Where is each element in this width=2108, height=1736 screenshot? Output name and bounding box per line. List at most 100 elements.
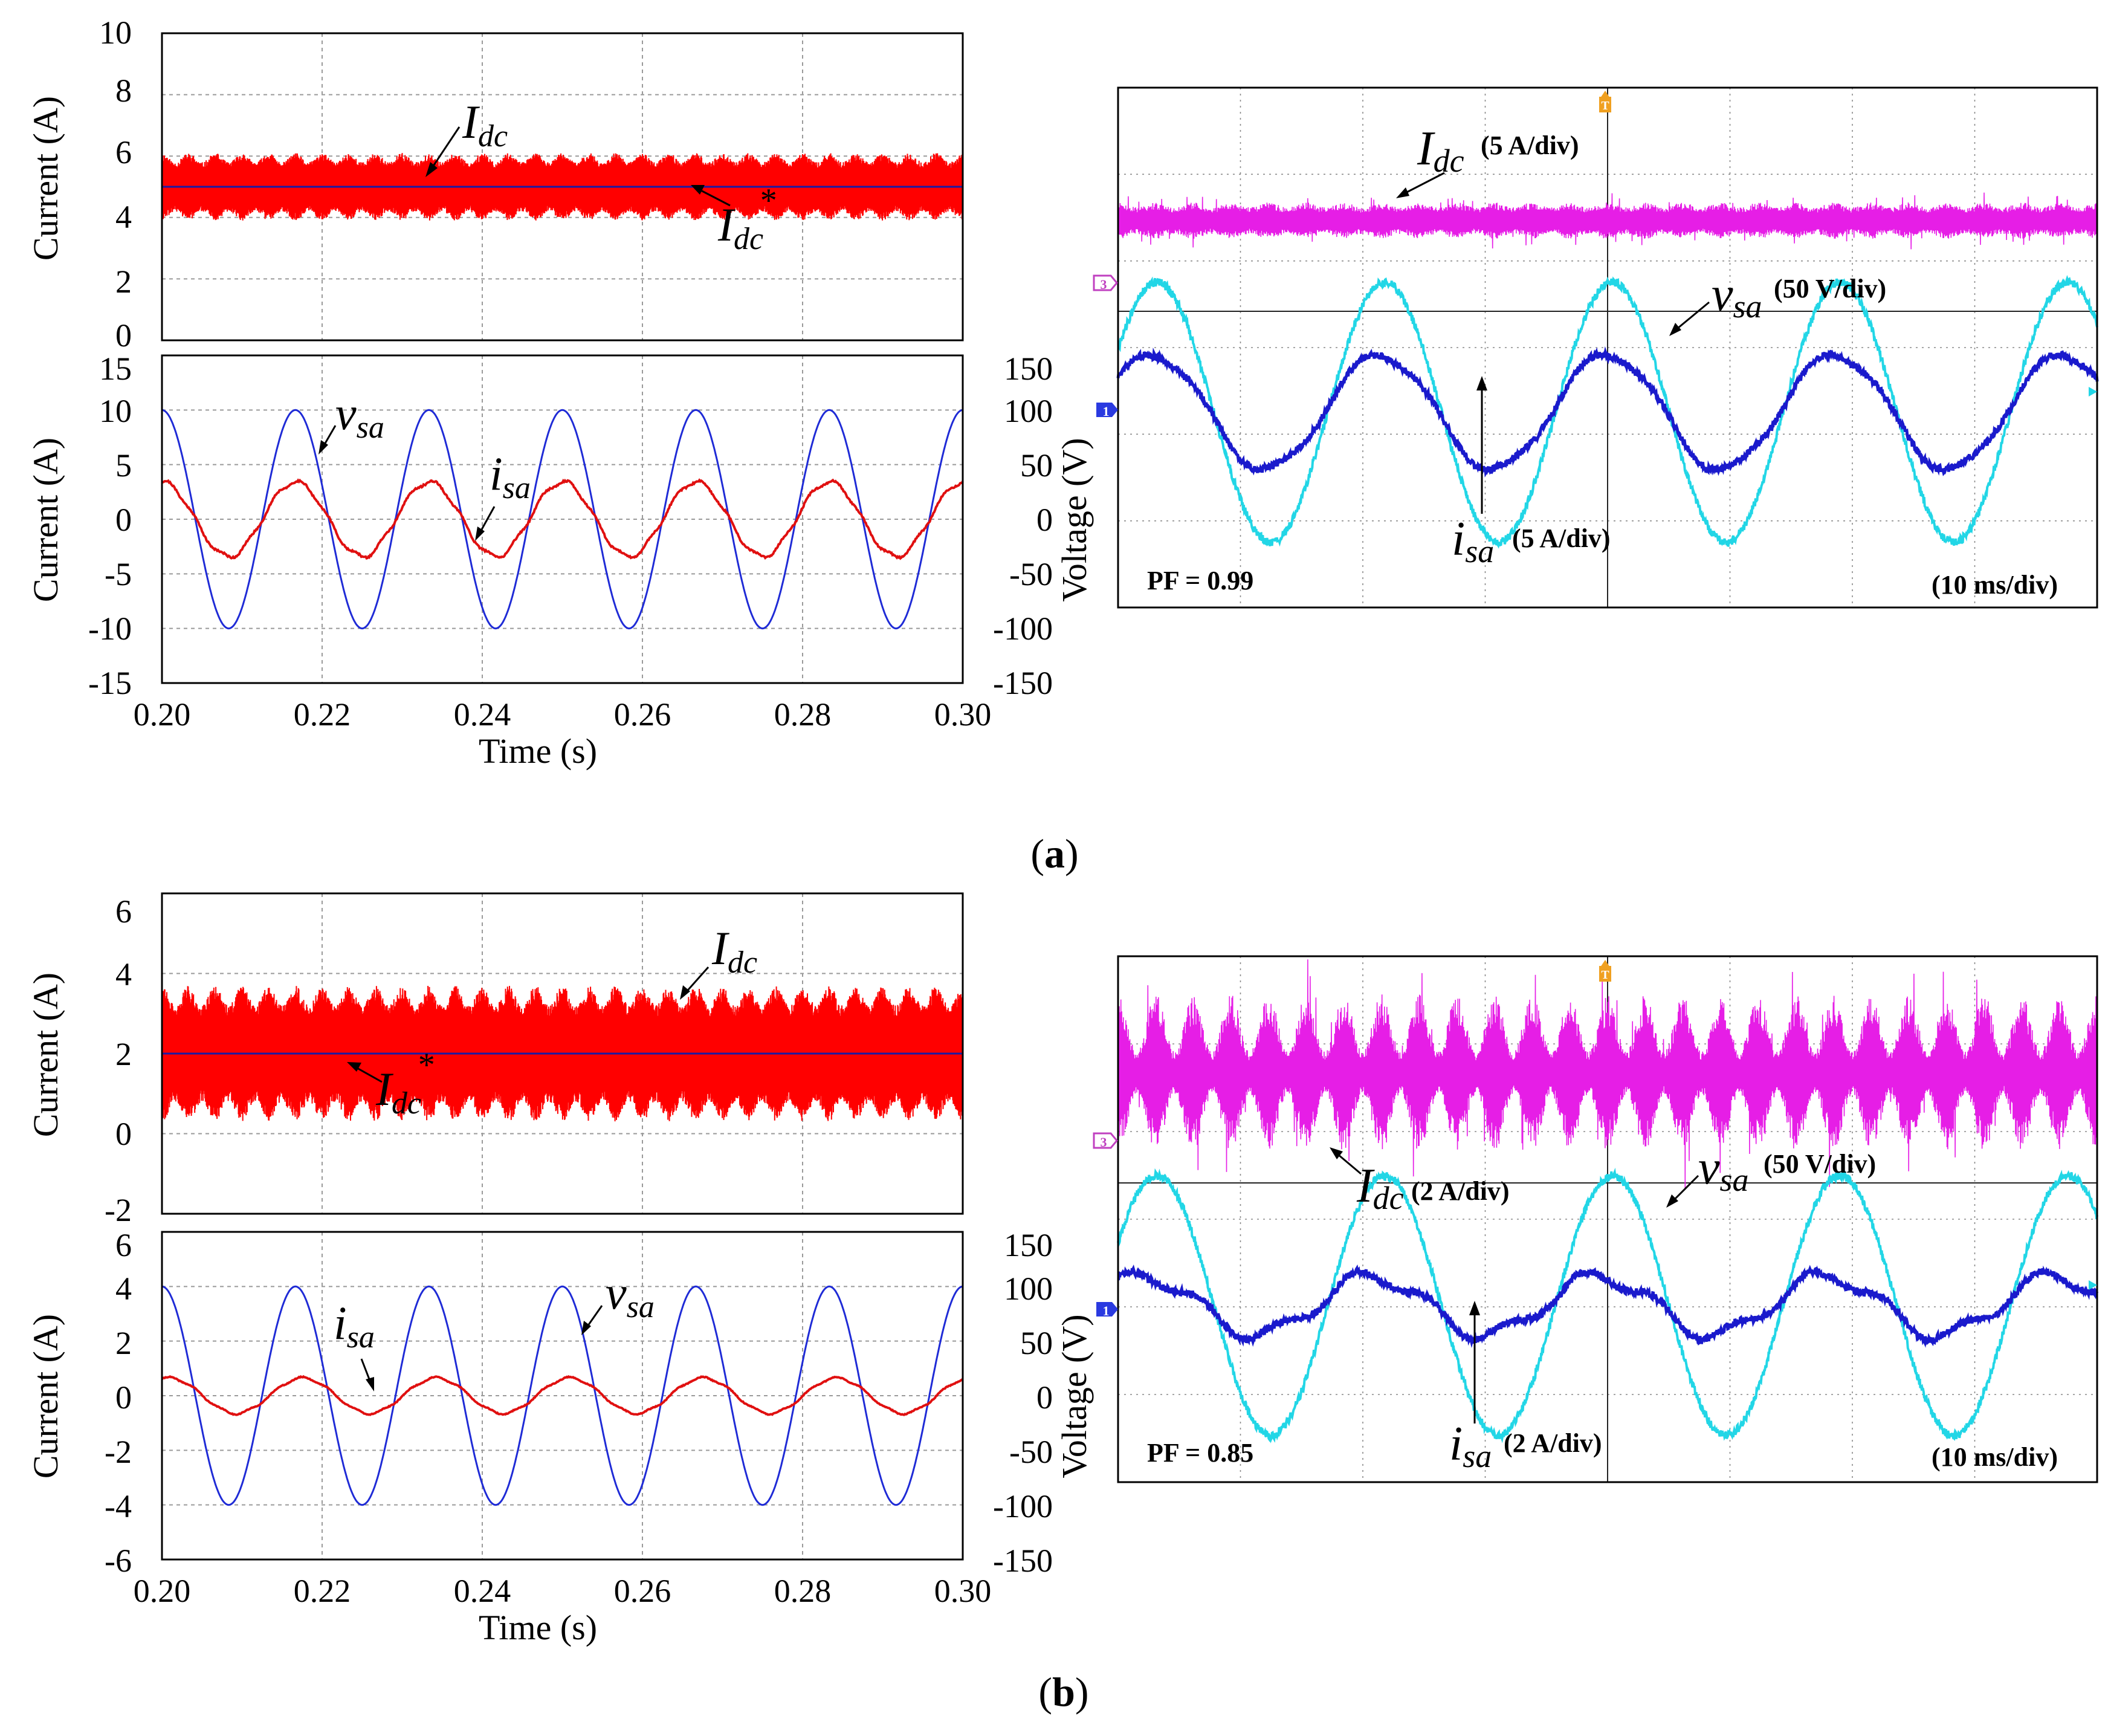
chart-b-bottom: -6 -4 -2 0 2 4 6 -150 -100 -50 0 50 100 … — [26, 1227, 1094, 1647]
scope-a-isa-main: i — [1452, 513, 1465, 566]
b-top-ytick: 2 — [115, 1036, 132, 1072]
scope-b-pf: PF = 0.85 — [1147, 1438, 1253, 1468]
b-bottom-vsa-sub: sa — [627, 1290, 655, 1324]
a-bottom-isa-arrowhead — [475, 526, 485, 541]
b-bottom-series-group — [161, 1285, 964, 1506]
scope-b-idc-main: I — [1356, 1159, 1375, 1213]
b-top-ytick: 6 — [115, 893, 132, 930]
a-bottom-ytick: 10 — [99, 393, 132, 429]
b-top-ytick: -2 — [105, 1192, 132, 1228]
scope-a: T 3 1 Idc (5 A/div) vsa (50 V/div) isa (… — [1093, 86, 2099, 609]
a-scope-vsa-trace — [1117, 275, 2098, 549]
a-bottom-xtick: 0.28 — [774, 696, 832, 733]
trigger-marker-icon — [1600, 91, 1610, 98]
a-top-ytick: 0 — [115, 317, 132, 354]
a-bottom-y2tick: -150 — [993, 665, 1053, 701]
b-bottom-y2tick: 50 — [1020, 1325, 1053, 1361]
a-top-idc-line — [161, 153, 963, 221]
b-top-idcref-arrowhead — [347, 1062, 361, 1072]
b-bottom-ytick: -2 — [105, 1434, 132, 1470]
b-bottom-yticks: -6 -4 -2 0 2 4 6 — [105, 1227, 132, 1579]
b-top-idc-arrowhead — [680, 985, 690, 1000]
scope-b-vsa-sub: sa — [1720, 1162, 1749, 1198]
a-bottom-y2tick: 50 — [1020, 447, 1053, 484]
b-top-ylabel: Current (A) — [26, 973, 65, 1137]
b-scope-isa-trace — [1117, 1264, 2099, 1349]
a-top-plot-frame — [161, 32, 964, 342]
b-bottom-y2tick: 100 — [1004, 1271, 1053, 1307]
ch3-marker-icon — [1093, 1132, 1118, 1149]
scope-b-label-vsa: vsa (50 V/div) — [1666, 1141, 1876, 1208]
ch1-marker-text: 1 — [1103, 1303, 1110, 1318]
b-bottom-gridlines — [162, 1232, 963, 1559]
b-bottom-xtick: 0.24 — [454, 1573, 511, 1609]
a-bottom-series-group — [161, 409, 964, 630]
a-top-idcref-sup: * — [758, 182, 775, 219]
scope-b-frame — [1117, 955, 2098, 1483]
a-bottom-isa-sub: sa — [503, 471, 531, 505]
a-bottom-ytick: -5 — [105, 556, 132, 592]
b-bottom-y2tick: 150 — [1004, 1227, 1053, 1263]
scope-b-isa-main: i — [1449, 1417, 1463, 1471]
b-bottom-ytick: 6 — [115, 1227, 132, 1263]
ch1-marker-icon — [1096, 1302, 1118, 1317]
b-bottom-ytick: 4 — [115, 1271, 132, 1307]
a-bottom-y2tick: 0 — [1036, 502, 1053, 538]
svg-text:isa: isa — [1452, 513, 1494, 569]
a-bottom-y2label: Voltage (V) — [1055, 438, 1094, 601]
a-top-idcref-arrowhead — [691, 185, 705, 195]
a-bottom-ylabel: Current (A) — [26, 438, 65, 602]
scope-a-ch3-marker: 3 — [1093, 274, 1118, 292]
a-scope-idc-trace — [1117, 192, 2098, 250]
scope-a-frame — [1117, 86, 2098, 609]
a-bottom-yticks: -15 -10 -5 0 5 10 15 — [88, 351, 132, 701]
a-bottom-xticks: 0.20 0.22 0.24 0.26 0.28 0.30 — [134, 696, 992, 733]
b-bottom-isa-line — [161, 1375, 964, 1416]
scope-a-label-vsa: vsa (50 V/div) — [1669, 268, 1886, 336]
scope-b-vsa-arrowhead — [1666, 1194, 1678, 1208]
svg-text:Idc: Idc — [1356, 1159, 1404, 1216]
b-bottom-xtick: 0.22 — [294, 1573, 351, 1609]
scope-a-timediv: (10 ms/div) — [1932, 570, 2058, 600]
a-bottom-vsa-line — [161, 409, 963, 630]
chart-a-bottom: -15 -10 -5 0 5 10 15 -150 -100 -50 0 50 … — [26, 351, 1094, 771]
a-bottom-y2tick: 150 — [1004, 351, 1053, 387]
a-top-ytick: 2 — [115, 264, 132, 300]
trigger-marker-icon — [1600, 960, 1610, 967]
b-top-yticks: -2 0 2 4 6 — [105, 893, 132, 1228]
scope-b-label-idc: Idc (2 A/div) — [1330, 1147, 1510, 1216]
b-scope-idc-trace — [1117, 959, 2098, 1190]
b-top-idcref-main: I — [375, 1063, 394, 1115]
a-bottom-xtick: 0.20 — [134, 696, 191, 733]
b-bottom-y2tick: -150 — [993, 1543, 1053, 1579]
a-bottom-ytick: 5 — [115, 447, 132, 484]
chart-b-top: -2 0 2 4 6 Current (A) Idc Idc* — [26, 892, 964, 1228]
scope-b-ch3-marker: 3 — [1093, 1132, 1118, 1150]
b-bottom-vsa-line — [161, 1285, 963, 1506]
b-bottom-ylabel: Current (A) — [26, 1314, 65, 1479]
b-top-plot-frame — [161, 892, 964, 1215]
trigger-marker-box — [1599, 966, 1611, 982]
a-bottom-gridlines — [162, 355, 963, 683]
svg-text:Idc*: Idc* — [375, 1046, 433, 1121]
a-bottom-ytick: 15 — [99, 351, 132, 387]
a-top-label-idcref: Idc* — [691, 182, 775, 256]
a-bottom-xtick: 0.26 — [614, 696, 671, 733]
b-top-idc-line — [161, 985, 963, 1122]
b-bottom-label-vsa: vsa — [581, 1266, 655, 1335]
scope-a-vsa-main: v — [1712, 268, 1733, 321]
ch3-marker-icon — [1093, 274, 1118, 291]
svg-text:vsa: vsa — [335, 387, 384, 445]
a-bottom-y2tick: 100 — [1004, 393, 1053, 429]
scope-a-idc-arrow — [1402, 172, 1445, 196]
scope-a-label-isa: isa (5 A/div) — [1452, 376, 1611, 569]
scope-a-idc-scale: (5 A/div) — [1481, 131, 1579, 160]
scope-a-label-idc: Idc (5 A/div) — [1396, 122, 1579, 198]
a-top-idcref-main: I — [717, 198, 736, 251]
svg-text:isa: isa — [490, 447, 531, 505]
a-bottom-xtick: 0.30 — [934, 696, 992, 733]
b-top-idc-main: I — [711, 922, 730, 974]
a-bottom-ytick: -10 — [88, 611, 132, 647]
b-top-ytick: 0 — [115, 1116, 132, 1152]
scope-a-vsa-arrow — [1673, 301, 1710, 332]
